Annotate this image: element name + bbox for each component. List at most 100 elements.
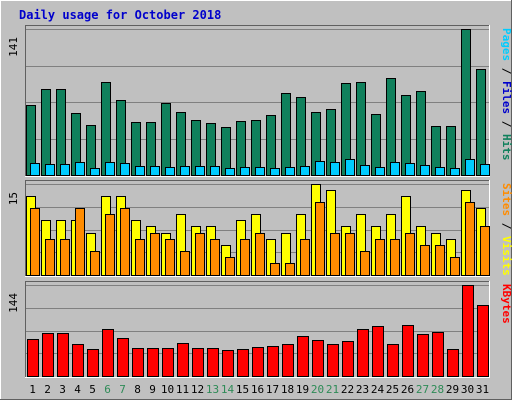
x-tick-label: 10 (161, 383, 174, 396)
x-tick-label: 6 (104, 383, 111, 396)
bar-hits-day-10 (161, 103, 171, 176)
bar-kbytes-day-7 (117, 338, 129, 377)
bar-kbytes-day-10 (162, 348, 174, 377)
bar-sites-day-19 (300, 239, 310, 276)
x-tick-label: 28 (431, 383, 444, 396)
legend-entry: Visits (500, 236, 512, 276)
panel-top-legend: Pages / Files / Hits (500, 28, 512, 161)
legend-entry: / (500, 61, 512, 81)
bar-kbytes-day-29 (447, 349, 459, 377)
bar-sites-day-30 (465, 202, 475, 276)
bar-sites-day-26 (405, 233, 415, 276)
x-tick-label: 16 (251, 383, 264, 396)
bar-kbytes-day-22 (342, 341, 354, 377)
bar-files-day-3 (60, 164, 70, 176)
panel-middle-max-label: 15 (7, 192, 20, 205)
legend-entry: Sites (500, 183, 512, 216)
bar-sites-day-27 (420, 245, 430, 276)
series-sites (30, 202, 490, 276)
bar-kbytes-day-11 (177, 343, 189, 377)
x-tick-label: 2 (44, 383, 51, 396)
bar-sites-day-31 (480, 226, 490, 276)
bar-sites-day-18 (285, 263, 295, 276)
bar-sites-day-5 (90, 251, 100, 276)
bar-files-day-7 (120, 163, 130, 176)
bar-kbytes-day-15 (237, 349, 249, 377)
bar-files-day-2 (45, 164, 55, 176)
bar-files-day-4 (75, 162, 85, 176)
bar-kbytes-day-1 (27, 339, 39, 377)
series-files (30, 159, 490, 176)
bar-sites-day-7 (120, 208, 130, 276)
bar-kbytes-day-13 (207, 348, 219, 377)
x-tick-label: 29 (446, 383, 459, 396)
bar-files-day-23 (360, 165, 370, 176)
bar-hits-day-3 (56, 89, 66, 176)
bar-kbytes-day-28 (432, 332, 444, 377)
panel-bottom-max-label: 144 (7, 293, 20, 313)
bar-files-day-30 (465, 159, 475, 176)
bar-kbytes-day-8 (132, 348, 144, 377)
bar-sites-day-24 (375, 239, 385, 276)
bar-files-day-24 (375, 167, 385, 176)
bar-kbytes-day-2 (42, 333, 54, 377)
panel-middle-legend: Sites / Visits (500, 183, 512, 276)
x-tick-label: 22 (341, 383, 354, 396)
bar-sites-day-4 (75, 208, 85, 276)
legend-entry: Pages (500, 28, 512, 61)
bar-files-day-5 (90, 168, 100, 176)
bar-sites-day-17 (270, 263, 280, 276)
bar-kbytes-day-6 (102, 329, 114, 377)
bar-hits-day-18 (281, 93, 291, 176)
panel-top: 141 Pages / Files / Hits (7, 25, 512, 177)
bar-sites-day-6 (105, 214, 115, 276)
x-tick-label: 20 (311, 383, 324, 396)
bar-files-day-11 (180, 166, 190, 176)
bar-files-day-27 (420, 165, 430, 176)
bar-sites-day-1 (30, 208, 40, 276)
bar-files-day-26 (405, 163, 415, 176)
x-tick-label: 30 (461, 383, 474, 396)
bar-sites-day-25 (390, 239, 400, 276)
x-tick-label: 11 (176, 383, 189, 396)
x-tick-label: 4 (74, 383, 81, 396)
bar-hits-day-31 (476, 69, 486, 176)
x-tick-label: 25 (386, 383, 399, 396)
x-tick-label: 3 (59, 383, 66, 396)
bar-files-day-20 (315, 161, 325, 176)
x-tick-label: 27 (416, 383, 429, 396)
bar-files-day-22 (345, 159, 355, 176)
x-tick-label: 15 (236, 383, 249, 396)
bar-kbytes-day-9 (147, 348, 159, 377)
bar-kbytes-day-21 (327, 344, 339, 377)
bar-files-day-9 (150, 166, 160, 176)
x-tick-label: 1 (29, 383, 36, 396)
x-tick-label: 12 (191, 383, 204, 396)
panel-top-max-label: 141 (7, 37, 20, 57)
bar-sites-day-8 (135, 239, 145, 276)
bar-files-day-14 (225, 168, 235, 176)
chart-title: Daily usage for October 2018 (19, 8, 221, 22)
bar-kbytes-day-18 (282, 344, 294, 377)
bar-sites-day-21 (330, 233, 340, 276)
x-tick-label: 31 (476, 383, 489, 396)
bar-files-day-1 (30, 163, 40, 176)
bar-sites-day-9 (150, 233, 160, 276)
chart-panels: 141 Pages / Files / Hits 15 Sites / Visits 1… (7, 25, 512, 378)
x-tick-label: 17 (266, 383, 279, 396)
bar-kbytes-day-20 (312, 340, 324, 377)
bar-files-day-15 (240, 167, 250, 176)
bar-hits-day-23 (356, 82, 366, 176)
x-tick-label: 13 (206, 383, 219, 396)
bar-sites-day-11 (180, 251, 190, 276)
bar-files-day-28 (435, 167, 445, 176)
x-tick-label: 5 (89, 383, 96, 396)
x-tick-label: 19 (296, 383, 309, 396)
x-tick-label: 18 (281, 383, 294, 396)
bar-sites-day-10 (165, 239, 175, 276)
bar-hits-day-2 (41, 89, 51, 176)
bar-files-day-29 (450, 168, 460, 176)
bar-kbytes-day-30 (462, 285, 474, 377)
x-tick-label: 21 (326, 383, 339, 396)
